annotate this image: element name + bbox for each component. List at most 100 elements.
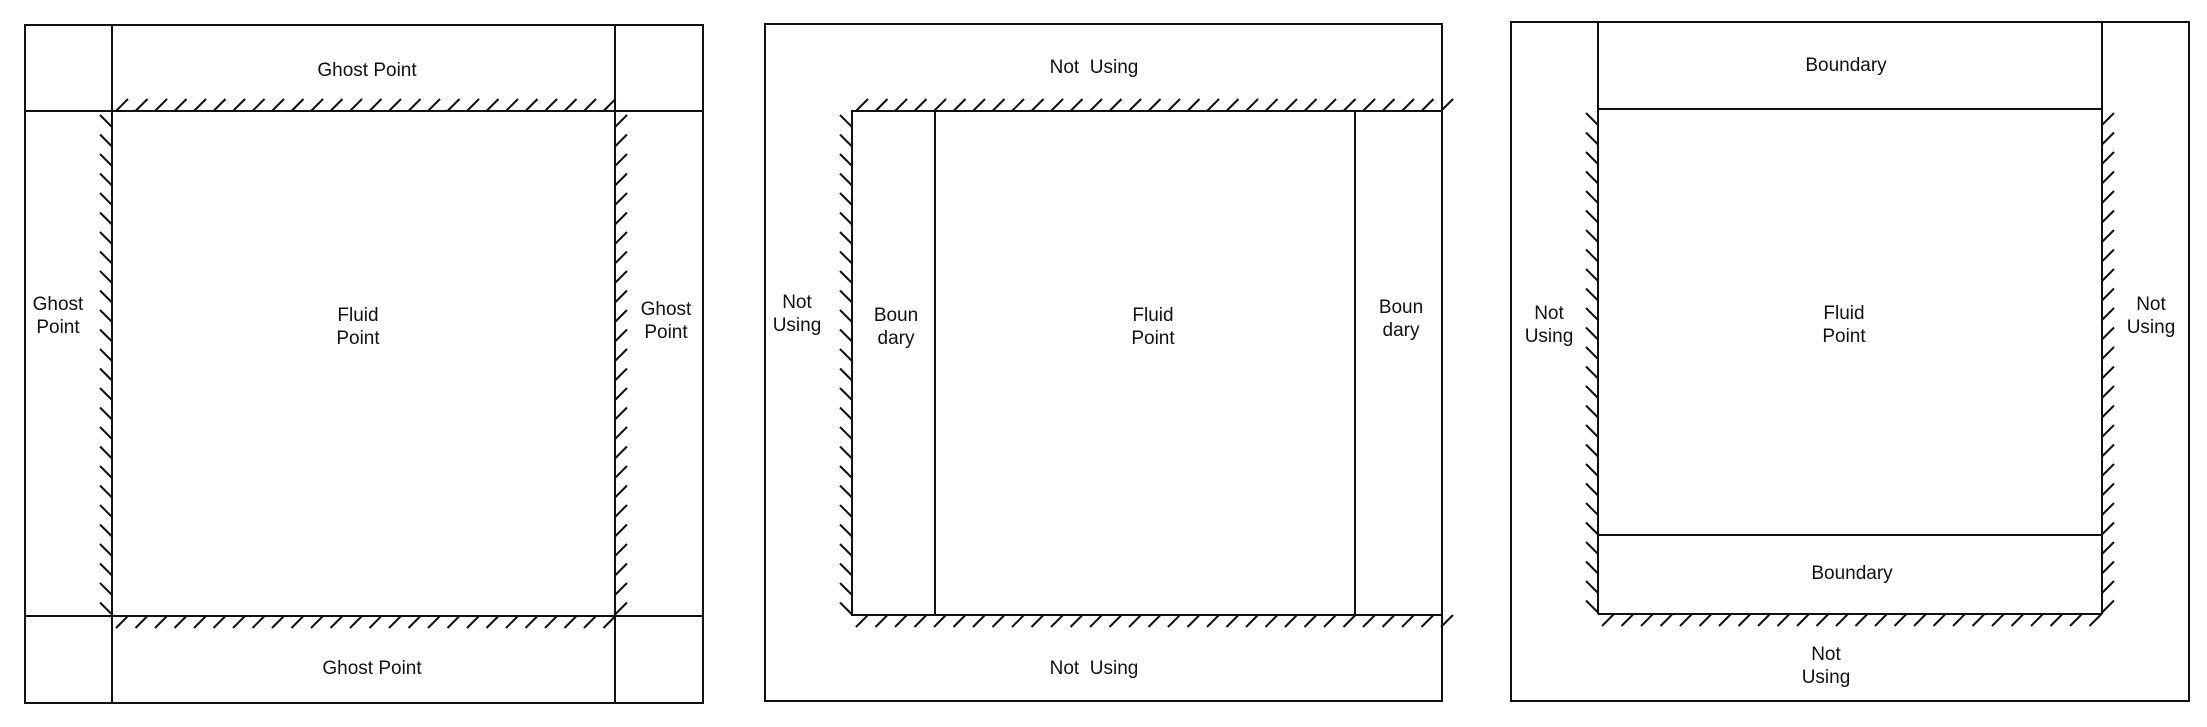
outer-frame bbox=[24, 24, 704, 704]
hatch-mark bbox=[99, 601, 113, 616]
hatch-mark bbox=[2101, 287, 2115, 302]
hatch-mark bbox=[614, 504, 628, 518]
hatch-mark bbox=[310, 98, 324, 112]
hatch-mark bbox=[1640, 613, 1654, 627]
hatch-mark bbox=[614, 601, 628, 616]
hatch-mark bbox=[1225, 614, 1240, 628]
hatch-mark bbox=[839, 328, 853, 343]
hatch-mark bbox=[1440, 98, 1454, 112]
hatch-mark bbox=[1874, 613, 1888, 627]
hatch-mark bbox=[1932, 613, 1947, 627]
hatch-mark bbox=[583, 615, 597, 629]
hatch-mark bbox=[614, 484, 628, 499]
hatch-mark bbox=[913, 614, 928, 628]
hatch-mark bbox=[1585, 268, 1599, 282]
hatch-mark bbox=[1601, 613, 1615, 627]
hatch-mark bbox=[614, 387, 628, 401]
hatch-mark bbox=[2030, 613, 2044, 627]
hatch-mark bbox=[2101, 463, 2115, 477]
hatch-mark bbox=[251, 98, 266, 112]
hatch-mark bbox=[2101, 541, 2115, 555]
hatch-mark bbox=[614, 445, 628, 460]
hatch-mark bbox=[1186, 98, 1201, 112]
hatch-mark bbox=[505, 98, 519, 112]
hatch-mark bbox=[972, 98, 986, 112]
hatch-mark bbox=[1585, 599, 1599, 614]
hatch-mark bbox=[349, 615, 363, 629]
hatch-mark bbox=[2101, 365, 2115, 380]
hatch-mark bbox=[2101, 170, 2115, 185]
hatch-mark bbox=[1264, 98, 1279, 112]
hatch-mark bbox=[614, 328, 628, 343]
hatch-mark bbox=[839, 309, 853, 323]
hatch-mark bbox=[99, 406, 113, 421]
hatch-mark bbox=[839, 231, 853, 245]
hatch-mark bbox=[933, 614, 947, 628]
hatch-mark bbox=[602, 98, 617, 112]
hatch-mark bbox=[1323, 98, 1337, 112]
hatch-mark bbox=[2101, 424, 2115, 438]
top-region-label: Not Using bbox=[1050, 57, 1139, 78]
outer-frame bbox=[764, 23, 1443, 702]
right-region-label: Ghost Point bbox=[641, 299, 692, 343]
hatch-mark bbox=[1971, 613, 1986, 627]
hatch-mark bbox=[2088, 613, 2103, 627]
hatch-mark bbox=[855, 98, 869, 112]
hatch-mark bbox=[839, 484, 853, 499]
hatch-mark bbox=[99, 445, 113, 460]
hatch-mark bbox=[173, 615, 188, 629]
hatch-mark bbox=[1128, 614, 1142, 628]
hatch-mark bbox=[1585, 112, 1599, 126]
hatch-mark bbox=[99, 562, 113, 577]
hatch-mark bbox=[1167, 614, 1181, 628]
hatch-mark bbox=[1585, 365, 1599, 380]
hatch-mark bbox=[1585, 385, 1599, 399]
left-region-label: Ghost Point bbox=[33, 294, 84, 338]
hatch-mark bbox=[839, 465, 853, 479]
hatch-mark bbox=[614, 133, 628, 148]
top-region-label: Ghost Point bbox=[317, 60, 417, 81]
hatch-mark bbox=[952, 98, 967, 112]
hatch-mark bbox=[99, 270, 113, 284]
hatch-mark bbox=[1323, 614, 1337, 628]
hatch-mark bbox=[1585, 560, 1599, 575]
hatch-mark bbox=[329, 615, 344, 629]
hatch-mark bbox=[1440, 614, 1454, 628]
hatch-mark bbox=[1167, 98, 1181, 112]
hatch-mark bbox=[1342, 98, 1357, 112]
hatch-mark bbox=[1776, 613, 1791, 627]
hatch-mark bbox=[1585, 502, 1599, 516]
hatch-mark bbox=[839, 153, 853, 167]
hatch-mark bbox=[1069, 614, 1084, 628]
hatch-mark bbox=[1381, 98, 1396, 112]
hatch-mark bbox=[1381, 614, 1396, 628]
bottom-boundary-label: Boundary bbox=[1811, 563, 1893, 584]
hatch-mark bbox=[1620, 613, 1635, 627]
hatch-mark bbox=[1401, 614, 1415, 628]
hatch-mark bbox=[2101, 385, 2115, 399]
hatched-wall-left bbox=[1585, 112, 1599, 614]
hatch-mark bbox=[614, 172, 628, 187]
hatch-mark bbox=[1585, 521, 1599, 536]
hatch-mark bbox=[99, 114, 113, 128]
hatch-mark bbox=[1854, 613, 1869, 627]
hatch-mark bbox=[2069, 613, 2083, 627]
hatch-mark bbox=[212, 615, 227, 629]
hatch-mark bbox=[1186, 614, 1201, 628]
hatch-mark bbox=[1108, 98, 1123, 112]
hatch-mark bbox=[1089, 614, 1103, 628]
hatch-mark bbox=[2049, 613, 2064, 627]
hatch-mark bbox=[991, 98, 1006, 112]
hatch-mark bbox=[839, 250, 853, 265]
hatch-mark bbox=[1401, 98, 1415, 112]
hatch-mark bbox=[99, 133, 113, 148]
center-region-label: Fluid Point bbox=[1822, 303, 1866, 347]
hatch-mark bbox=[99, 328, 113, 343]
hatch-mark bbox=[2101, 268, 2115, 282]
hatch-mark bbox=[614, 114, 628, 128]
hatch-mark bbox=[563, 615, 578, 629]
hatch-mark bbox=[407, 98, 422, 112]
hatch-mark bbox=[2101, 346, 2115, 360]
hatch-mark bbox=[839, 348, 853, 362]
hatch-mark bbox=[839, 192, 853, 206]
